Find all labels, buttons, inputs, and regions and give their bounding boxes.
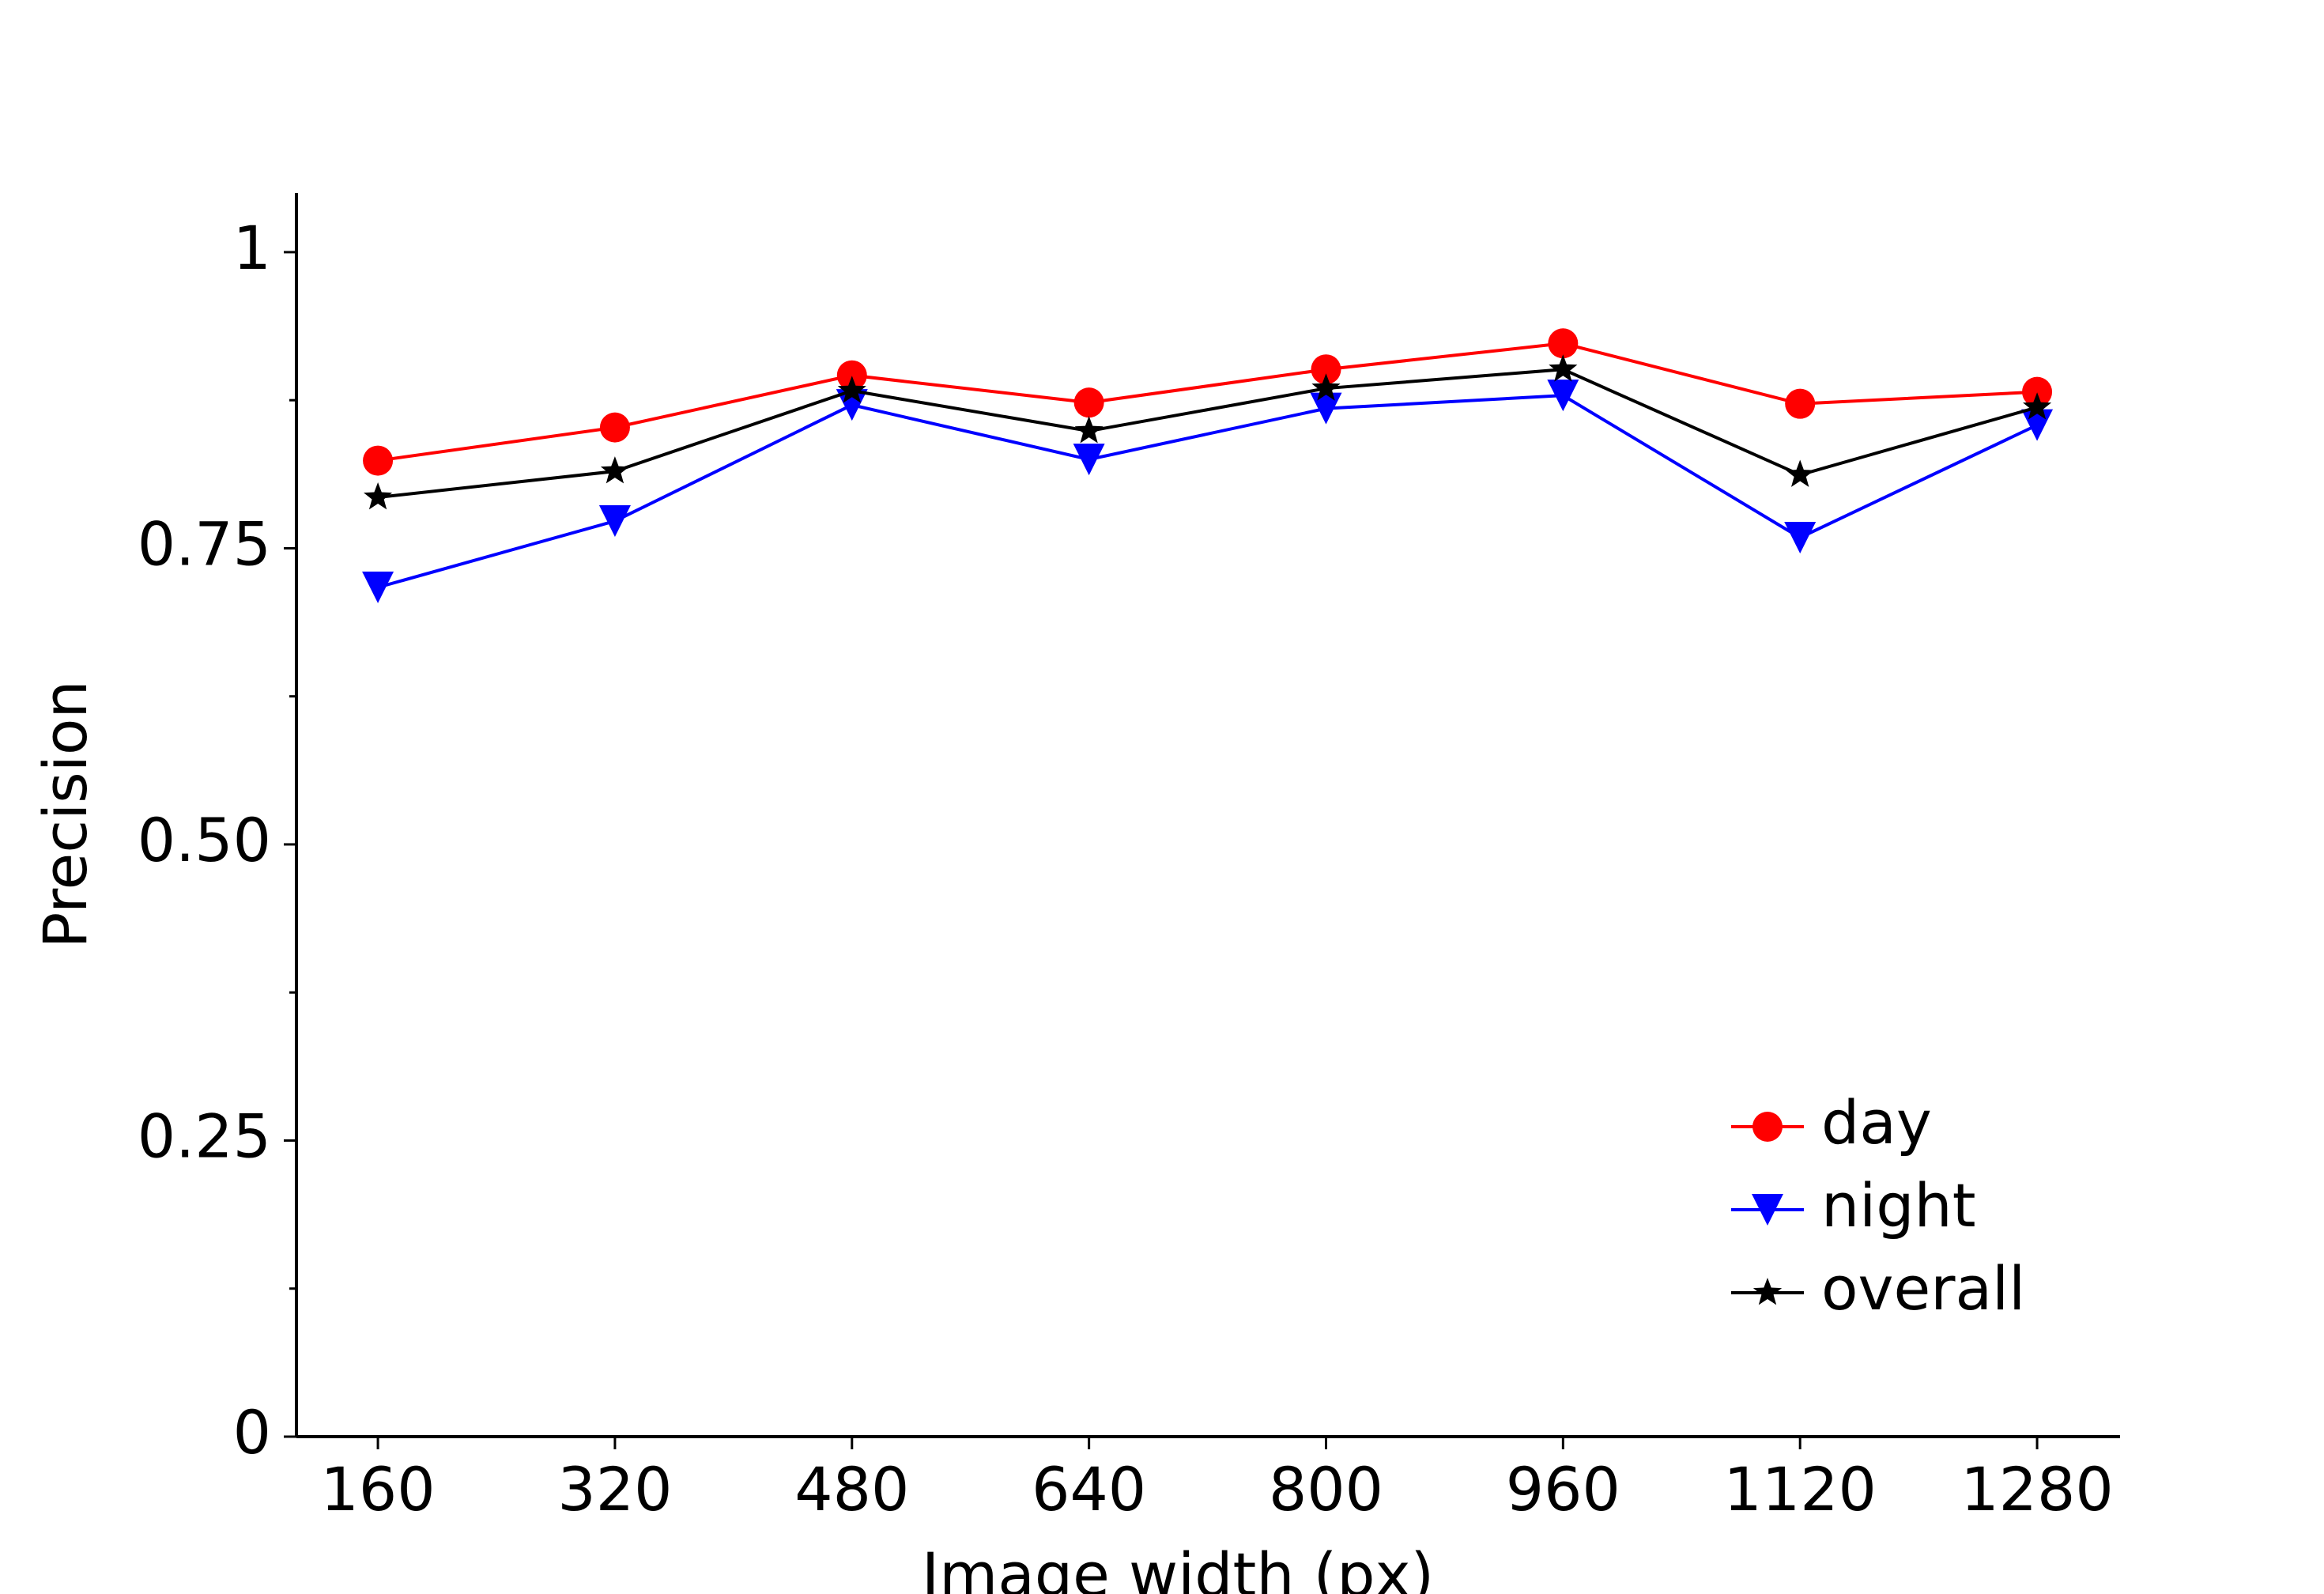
marker <box>1549 354 1578 382</box>
marker <box>1784 521 1817 553</box>
marker <box>2022 376 2053 407</box>
x-tick-label: 640 <box>1032 1454 1146 1524</box>
x-axis-label: Image width (px) <box>922 1539 1434 1594</box>
marker <box>363 445 394 476</box>
marker <box>1074 416 1104 444</box>
x-tick-label: 1280 <box>1960 1454 2113 1524</box>
marker <box>1752 1112 1783 1142</box>
y-tick-label: 1 <box>233 213 271 283</box>
x-tick-label: 320 <box>557 1454 672 1524</box>
y-tick-label: 0.75 <box>138 508 271 579</box>
series-line <box>377 394 2038 589</box>
marker <box>1786 459 1815 487</box>
marker <box>362 571 394 603</box>
legend-label: day <box>1821 1087 1932 1158</box>
marker <box>2021 409 2054 441</box>
marker <box>836 389 868 421</box>
x-tick-label: 960 <box>1506 1454 1620 1524</box>
y-tick-label: 0 <box>233 1397 271 1467</box>
y-tick-label: 0.50 <box>138 805 271 875</box>
marker <box>600 456 629 484</box>
marker <box>837 376 866 403</box>
marker <box>2023 392 2052 420</box>
y-tick-label: 0.25 <box>138 1101 271 1171</box>
x-tick-label: 160 <box>321 1454 436 1524</box>
x-tick-label: 1120 <box>1723 1454 1876 1524</box>
marker <box>1311 354 1341 385</box>
marker <box>599 412 630 443</box>
marker <box>1073 387 1104 418</box>
marker <box>1310 392 1342 425</box>
x-tick-label: 800 <box>1269 1454 1383 1524</box>
marker <box>1547 380 1579 412</box>
marker <box>1311 373 1341 401</box>
marker <box>1752 1194 1783 1226</box>
y-axis-label: Precision <box>30 680 100 948</box>
marker <box>1073 444 1105 476</box>
legend-label: overall <box>1821 1253 2025 1324</box>
marker <box>1548 328 1579 359</box>
series-line <box>377 368 2038 499</box>
marker <box>1785 388 1816 419</box>
legend-label: night <box>1821 1170 1976 1241</box>
marker <box>598 504 631 537</box>
marker <box>364 482 393 510</box>
x-tick-label: 480 <box>794 1454 909 1524</box>
marker <box>836 360 867 391</box>
series-line <box>377 342 2038 463</box>
marker <box>1752 1278 1783 1305</box>
